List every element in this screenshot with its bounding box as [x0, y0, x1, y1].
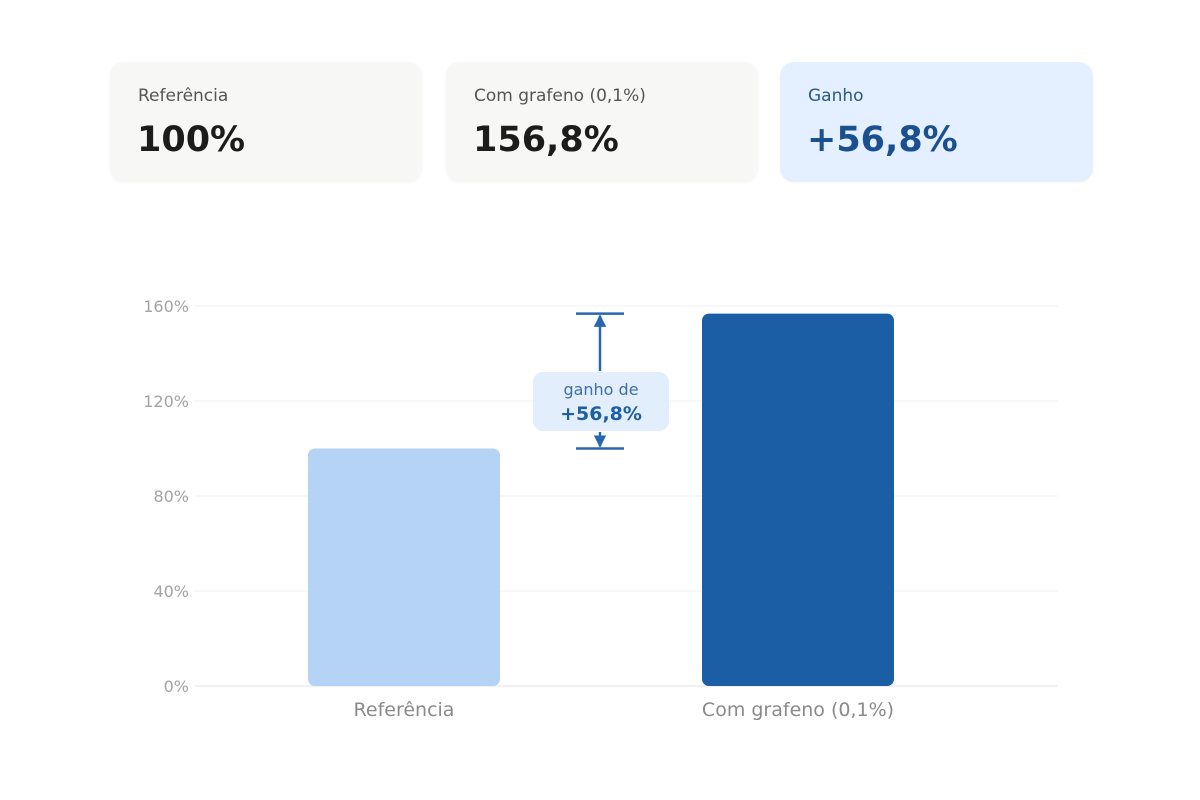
gain-label-line2: +56,8%	[560, 403, 642, 425]
graphene-card-value: 156,8%	[473, 120, 619, 160]
gain-label-box	[533, 372, 669, 431]
y-tick-label: 80%	[153, 487, 189, 506]
graphene-card: Com grafeno (0,1%) 156,8%	[446, 62, 758, 182]
y-tick-label: 0%	[164, 677, 189, 696]
y-axis: 0% 40% 80% 120% 160%	[143, 297, 189, 696]
y-tick-label: 40%	[153, 582, 189, 601]
reference-card: Referência 100%	[110, 62, 422, 182]
reference-card-value: 100%	[137, 120, 246, 160]
y-tick-label: 160%	[143, 297, 189, 316]
x-tick-label: Referência	[354, 699, 455, 721]
gain-card-value: +56,8%	[807, 120, 958, 160]
x-axis: Referência Com grafeno (0,1%)	[354, 699, 895, 721]
y-tick-label: 120%	[143, 392, 189, 411]
gain-annotation: ganho de +56,8%	[533, 312, 669, 450]
gain-label-line1: ganho de	[563, 380, 638, 399]
bars	[308, 313, 894, 686]
bar-graphene	[702, 313, 894, 686]
graphene-card-label: Com grafeno (0,1%)	[474, 86, 646, 106]
bar-reference	[308, 448, 500, 686]
gain-card-label: Ganho	[808, 86, 864, 106]
gain-card: Ganho +56,8%	[780, 62, 1093, 182]
x-tick-label: Com grafeno (0,1%)	[702, 699, 894, 721]
reference-card-label: Referência	[138, 86, 229, 106]
